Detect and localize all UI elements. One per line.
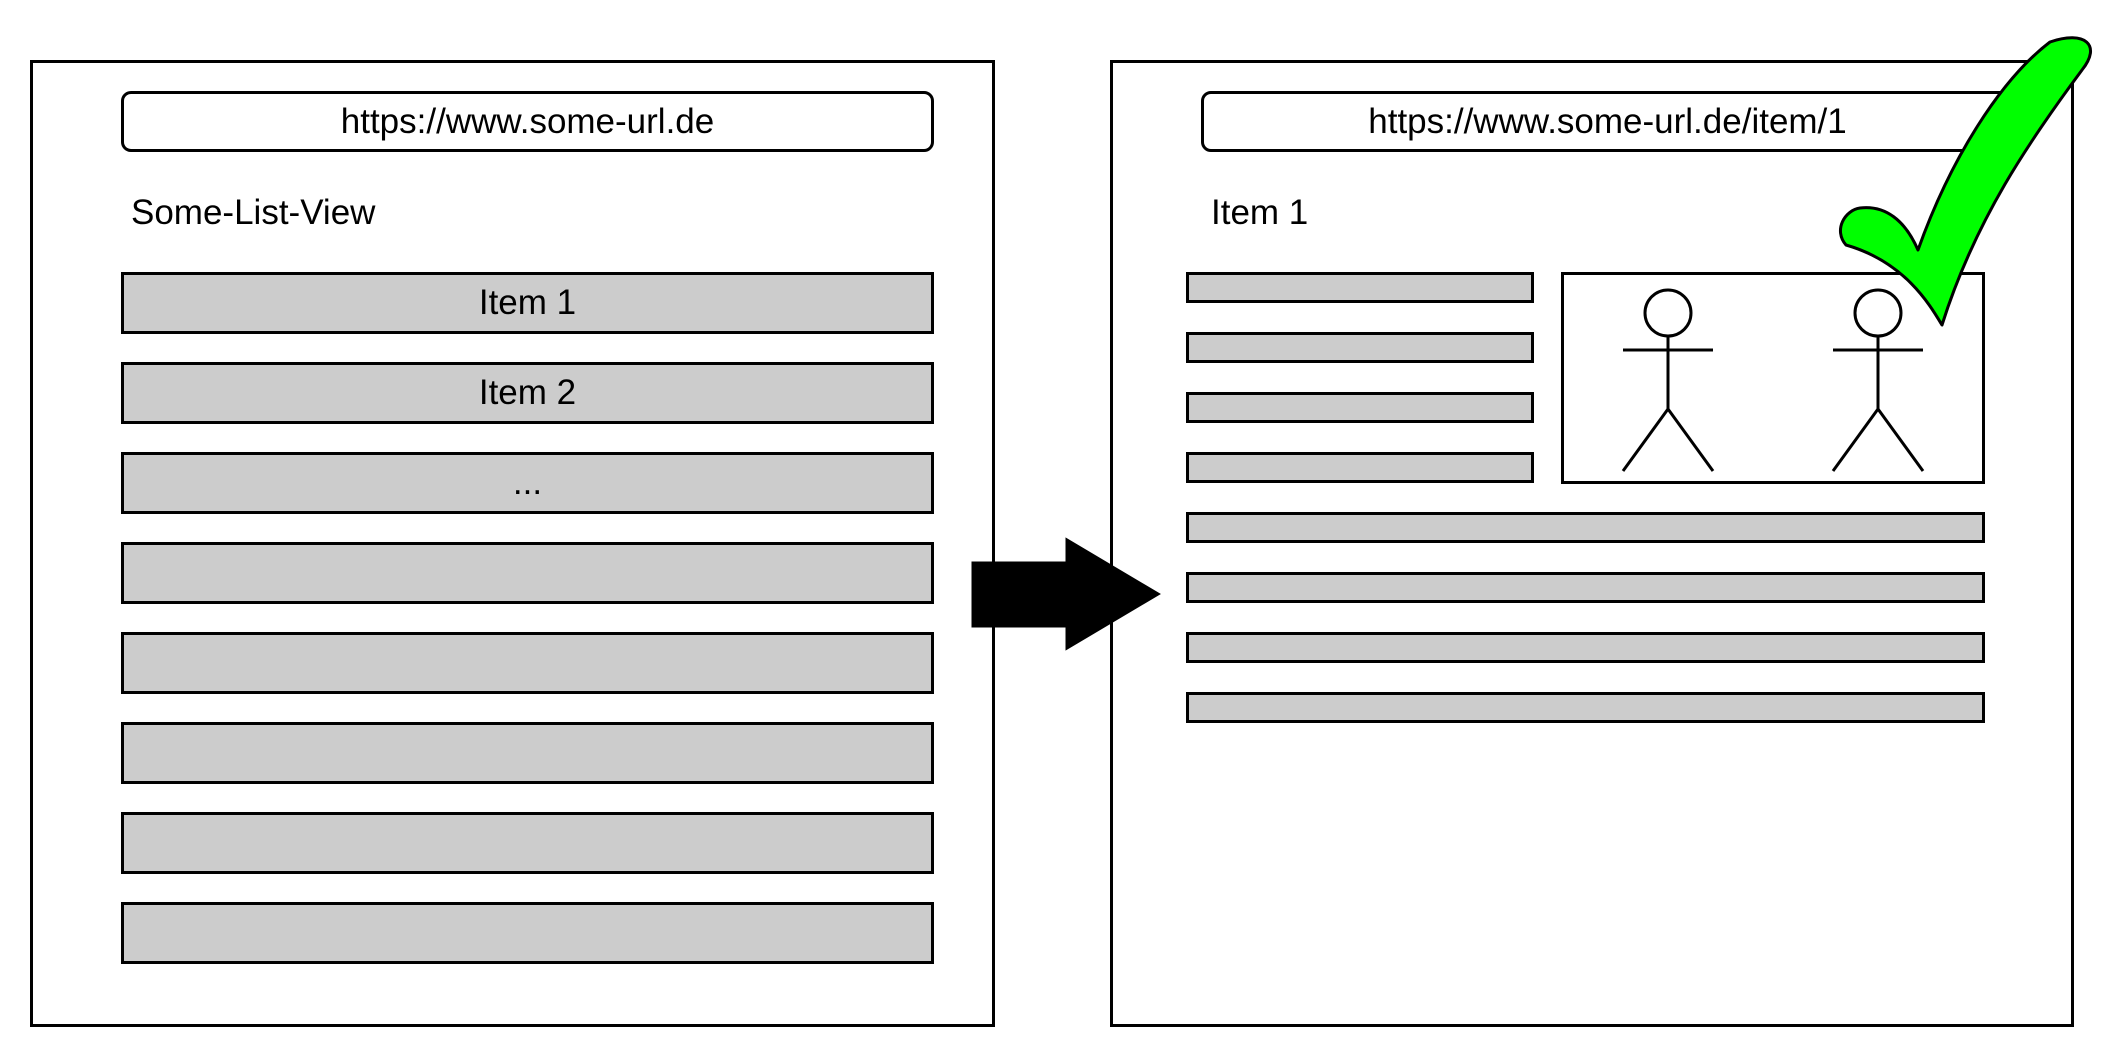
list-item[interactable]: Item 1 [121,272,934,334]
list-item[interactable] [121,722,934,784]
person-icon [1621,288,1715,472]
list-item[interactable] [121,902,934,964]
text-placeholder [1186,692,1985,723]
checkmark-icon [1839,36,2093,327]
list-item[interactable] [121,542,934,604]
text-placeholder [1186,572,1985,603]
list-item[interactable]: ... [121,452,934,514]
detail-view-panel: https://www.some-url.de/item/1 Item 1 [1110,60,2074,1027]
image-placeholder [1561,272,1985,484]
list-item[interactable]: Item 2 [121,362,934,424]
text-placeholder [1186,452,1534,483]
arrow-right-icon [971,537,1161,651]
list-view-title: Some-List-View [131,193,376,232]
list-item[interactable] [121,812,934,874]
list-item[interactable] [121,632,934,694]
person-icon [1831,288,1925,472]
text-placeholder [1186,272,1534,303]
text-placeholder [1186,332,1534,363]
text-placeholder [1186,632,1985,663]
list-view-url-bar[interactable]: https://www.some-url.de [121,91,934,152]
text-placeholder [1186,512,1985,543]
text-placeholder [1186,392,1534,423]
detail-view-url-bar[interactable]: https://www.some-url.de/item/1 [1201,91,2014,152]
stick-figures-image [1621,288,1925,472]
detail-view-title: Item 1 [1211,193,1309,232]
list-view-panel: https://www.some-url.de Some-List-View I… [30,60,995,1027]
